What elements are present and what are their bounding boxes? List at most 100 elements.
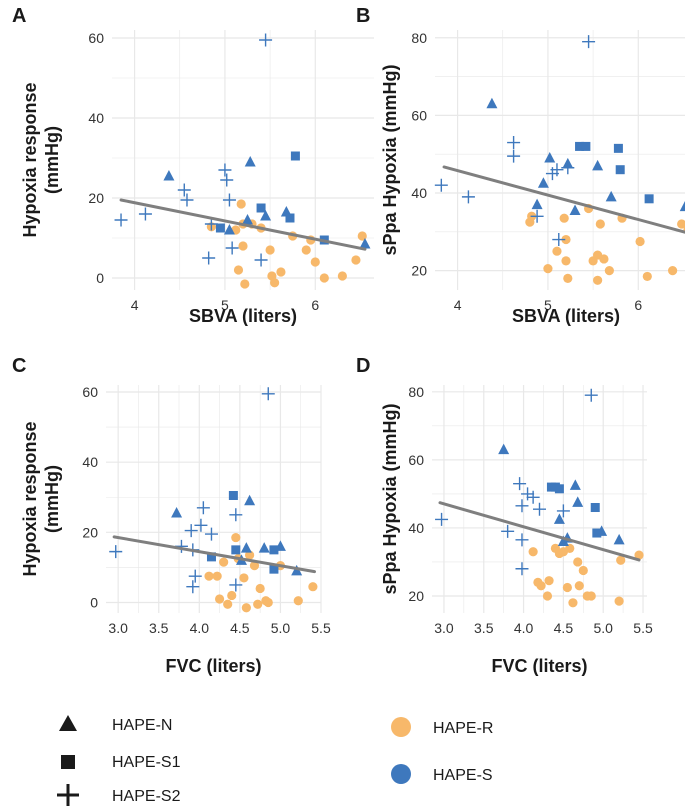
point-hape-r	[578, 565, 588, 576]
x-axis-title: SBVA (liters)	[512, 306, 620, 326]
point-hape-s1	[206, 552, 216, 562]
x-tick-label: 4.5	[554, 620, 574, 636]
point-hape-r	[595, 219, 605, 229]
point-hape-r	[542, 591, 553, 601]
point-hape-n	[291, 564, 303, 576]
point-hape-r	[310, 257, 320, 267]
y-axis-title: Hypoxia response (mmHg)	[20, 421, 62, 576]
point-hape-s1	[231, 545, 241, 555]
point-hape-r	[319, 273, 329, 283]
y-axis-title: Hypoxia response (mmHg)	[20, 82, 62, 237]
point-hape-s2	[261, 387, 275, 401]
point-hape-s2	[138, 207, 152, 221]
regression-line	[438, 501, 641, 562]
point-hape-r	[227, 590, 237, 601]
point-hape-r	[559, 213, 569, 223]
point-hape-s2	[184, 524, 198, 538]
grid	[435, 30, 685, 290]
legend-item-hape-r: HAPE-R	[391, 717, 493, 737]
y-tick-label: 60	[82, 384, 98, 400]
x-tick-label: 3.5	[474, 620, 494, 636]
point-hape-r	[536, 581, 546, 591]
point-hape-r	[241, 603, 251, 613]
point-hape-r	[561, 234, 571, 245]
point-hape-r	[276, 267, 286, 277]
point-hape-s1	[256, 203, 266, 213]
x-tick-label: 3.5	[149, 620, 169, 636]
point-hape-s2	[530, 209, 544, 223]
point-hape-r	[586, 591, 596, 601]
point-hape-s2	[202, 251, 216, 265]
point-hape-n	[569, 479, 581, 490]
x-tick-label: 5.5	[311, 620, 331, 636]
point-hape-r	[270, 278, 280, 288]
x-tick-label: 6	[634, 297, 642, 313]
point-hape-s1	[290, 151, 300, 161]
point-hape-s2	[434, 178, 448, 192]
point-hape-r	[562, 582, 572, 593]
point-hape-s1	[615, 165, 625, 175]
square-marker-icon	[61, 755, 75, 769]
x-tick-label: 5	[544, 297, 552, 313]
point-hape-s1	[215, 223, 225, 233]
point-hape-s2	[435, 512, 449, 526]
y-tick-label: 60	[88, 30, 104, 46]
point-hape-r	[568, 598, 578, 608]
y-tick-label: 0	[96, 270, 104, 286]
point-hape-s2	[507, 136, 521, 150]
point-hape-r	[544, 576, 554, 586]
legend-item-hape-s2: HAPE-S2	[57, 784, 181, 806]
y-tick-label: 20	[411, 263, 427, 279]
panel-letter-b: B	[356, 5, 370, 27]
point-hape-r	[593, 275, 603, 285]
panel-d: D 3.0 3.5 4.0 4.5 5.0 5.5 20 40 60 80 FVC (liters)…	[356, 355, 653, 676]
point-hape-s2	[552, 233, 566, 247]
x-tick-label: 4.0	[514, 620, 534, 636]
point-hape-s2	[180, 193, 194, 207]
point-hape-n	[537, 177, 549, 188]
x-tick-label: 5.0	[593, 620, 613, 636]
y-axis-title-line: Hypoxia response	[20, 82, 40, 237]
point-hape-r	[351, 255, 361, 265]
y-tick-label: 20	[82, 524, 98, 540]
regression-line	[442, 165, 685, 234]
y-tick-label: 40	[88, 110, 104, 126]
point-hape-s2	[177, 183, 191, 197]
data-points	[109, 387, 318, 613]
y-tick-label: 60	[408, 452, 424, 468]
point-hape-n	[553, 513, 565, 524]
legend: HAPE-N HAPE-S1 HAPE-S2 HAPE-R HAPE-S	[57, 715, 493, 806]
y-tick-label: 80	[408, 384, 424, 400]
point-hape-r	[634, 550, 644, 560]
point-hape-r	[337, 271, 347, 281]
point-hape-n	[163, 170, 175, 181]
point-hape-s2	[188, 569, 202, 583]
x-tick-label: 4.0	[190, 620, 210, 636]
y-tick-label: 40	[411, 185, 427, 201]
point-hape-r	[668, 265, 678, 276]
point-hape-r	[528, 547, 538, 557]
point-hape-n	[258, 542, 270, 553]
point-hape-r	[249, 561, 260, 571]
point-hape-s1	[613, 143, 623, 153]
point-hape-r	[565, 543, 575, 553]
point-hape-r	[293, 596, 303, 606]
point-hape-n	[223, 224, 235, 235]
point-hape-s2	[556, 504, 570, 518]
point-hape-s2	[218, 163, 232, 177]
point-hape-r	[599, 254, 609, 264]
x-tick-label: 5.0	[271, 620, 291, 636]
point-hape-s2	[584, 388, 598, 402]
regression-line	[112, 535, 317, 574]
grid	[432, 385, 647, 613]
point-hape-n	[569, 204, 581, 215]
point-hape-r	[642, 271, 652, 282]
point-hape-s2	[515, 499, 529, 513]
point-hape-s2	[526, 490, 540, 504]
point-hape-r	[543, 264, 553, 274]
point-hape-n	[171, 507, 183, 518]
point-hape-n	[592, 159, 604, 171]
point-hape-r	[525, 217, 535, 227]
